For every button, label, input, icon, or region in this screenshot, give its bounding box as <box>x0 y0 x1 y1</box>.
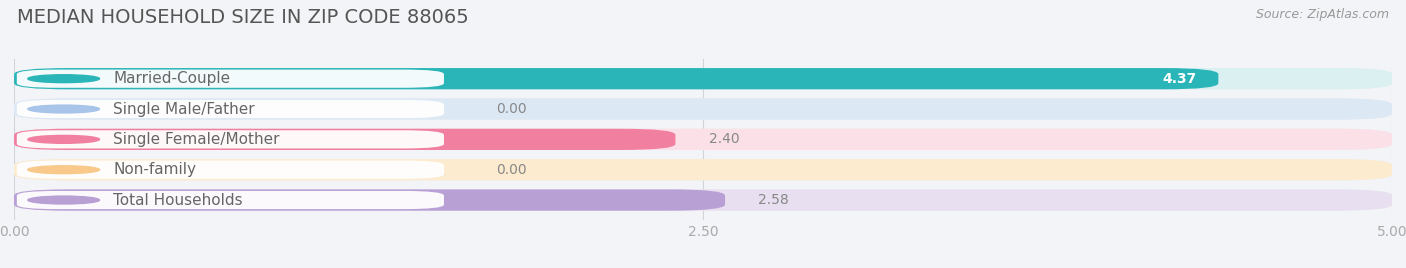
FancyBboxPatch shape <box>17 100 444 118</box>
FancyBboxPatch shape <box>14 68 1392 89</box>
Text: MEDIAN HOUSEHOLD SIZE IN ZIP CODE 88065: MEDIAN HOUSEHOLD SIZE IN ZIP CODE 88065 <box>17 8 468 27</box>
FancyBboxPatch shape <box>14 129 1392 150</box>
FancyBboxPatch shape <box>14 189 725 211</box>
FancyBboxPatch shape <box>17 130 444 148</box>
FancyBboxPatch shape <box>14 98 1392 120</box>
FancyBboxPatch shape <box>14 129 1392 150</box>
Circle shape <box>28 166 100 174</box>
Text: Total Households: Total Households <box>114 192 243 207</box>
FancyBboxPatch shape <box>14 189 1392 211</box>
Text: Married-Couple: Married-Couple <box>114 71 231 86</box>
FancyBboxPatch shape <box>17 191 444 209</box>
FancyBboxPatch shape <box>17 161 444 179</box>
FancyBboxPatch shape <box>14 68 1392 89</box>
Text: 2.58: 2.58 <box>758 193 789 207</box>
Text: 4.37: 4.37 <box>1161 72 1197 86</box>
Text: 0.00: 0.00 <box>496 102 527 116</box>
FancyBboxPatch shape <box>14 159 1392 180</box>
Text: Non-family: Non-family <box>114 162 197 177</box>
FancyBboxPatch shape <box>14 129 675 150</box>
FancyBboxPatch shape <box>14 68 1219 89</box>
Text: Single Female/Mother: Single Female/Mother <box>114 132 280 147</box>
Text: 0.00: 0.00 <box>496 163 527 177</box>
FancyBboxPatch shape <box>14 189 1392 211</box>
Text: 2.40: 2.40 <box>709 132 740 146</box>
Text: Single Male/Father: Single Male/Father <box>114 102 254 117</box>
FancyBboxPatch shape <box>14 98 1392 120</box>
Text: Source: ZipAtlas.com: Source: ZipAtlas.com <box>1256 8 1389 21</box>
Circle shape <box>28 75 100 83</box>
FancyBboxPatch shape <box>17 70 444 88</box>
Circle shape <box>28 105 100 113</box>
Circle shape <box>28 196 100 204</box>
FancyBboxPatch shape <box>14 159 1392 180</box>
Circle shape <box>28 135 100 143</box>
